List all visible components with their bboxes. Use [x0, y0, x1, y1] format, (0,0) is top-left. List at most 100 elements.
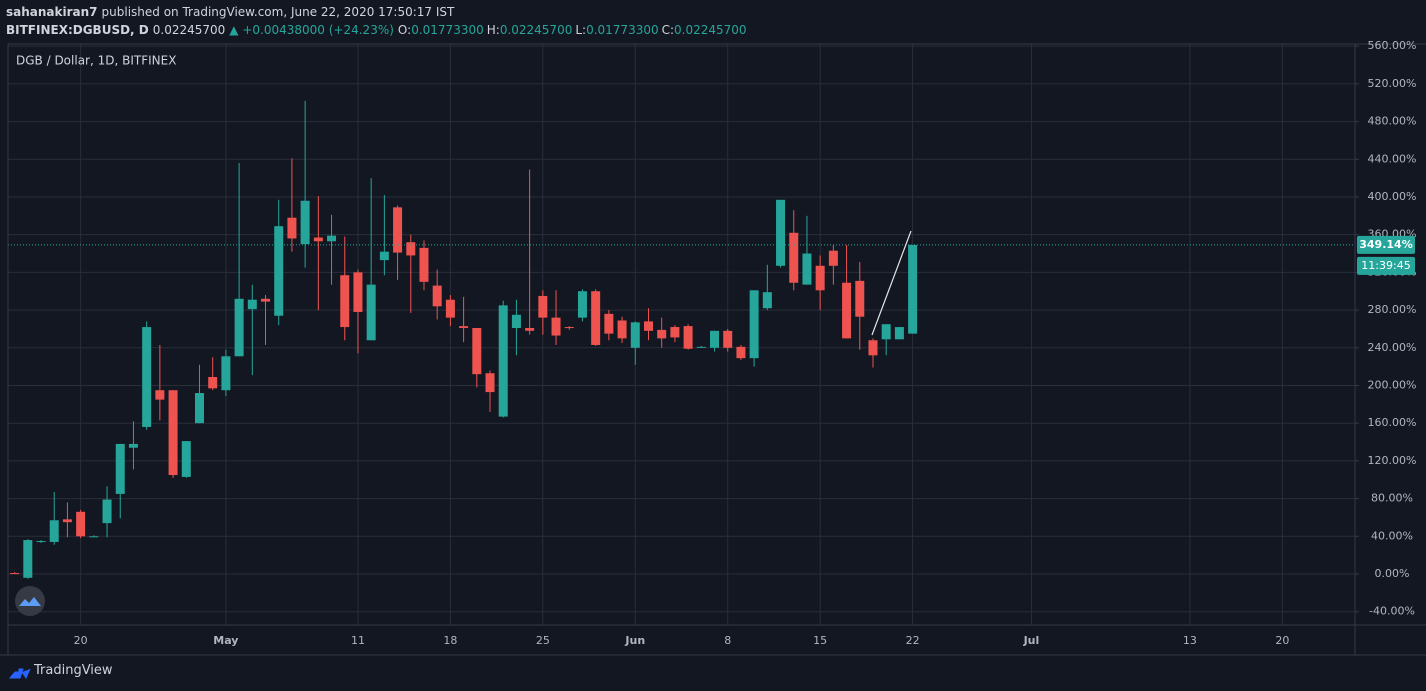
- candle-body: [564, 327, 574, 329]
- last-price-label: 349.14%: [1359, 238, 1412, 251]
- x-tick-label: 18: [443, 634, 457, 647]
- candle-body: [261, 298, 271, 302]
- ohlc-value: 0.01773300: [411, 23, 484, 37]
- candle-body: [776, 199, 786, 266]
- candle-body: [498, 305, 508, 417]
- candle-body: [89, 536, 99, 538]
- ohlc-value: 0.02245700: [674, 23, 747, 37]
- candle-body: [287, 217, 297, 239]
- x-tick-label: 22: [906, 634, 920, 647]
- y-tick-label: -40.00%: [1369, 605, 1415, 618]
- candle-body: [168, 390, 178, 476]
- last-price-tag: [1357, 235, 1415, 254]
- ohlc-label: O:: [397, 23, 412, 37]
- y-tick-label: 0.00%: [1375, 567, 1410, 580]
- chart-title: DGB / Dollar, 1D, BITFINEX: [16, 54, 176, 68]
- y-tick-label: 160.00%: [1368, 416, 1417, 429]
- candle-body: [842, 282, 852, 339]
- ohlc-label: H:: [486, 23, 500, 37]
- x-tick-label: 15: [813, 634, 827, 647]
- brand: TradingView: [34, 663, 113, 678]
- ohlc-value: 0.01773300: [586, 23, 659, 37]
- candle-body: [155, 390, 165, 400]
- candle-body: [300, 200, 310, 245]
- candle-body: [142, 327, 152, 427]
- ohlc: O: 0.01773300 H: 0.02245700 L: 0.01773300 C: 0.…: [398, 21, 750, 39]
- y-tick-label: 440.00%: [1368, 152, 1417, 165]
- symbol: BITFINEX:DGBUSD, D: [6, 23, 149, 37]
- candle-body: [102, 499, 112, 524]
- candle-body: [894, 327, 904, 340]
- y-tick-label: 400.00%: [1368, 190, 1417, 203]
- candle-body: [393, 207, 403, 253]
- ohlc-value: 0.02245700: [499, 23, 573, 37]
- candle-body: [908, 244, 918, 334]
- candle-body: [551, 317, 561, 336]
- x-tick-label: 8: [724, 634, 731, 647]
- candle-body: [419, 247, 429, 282]
- candle-body: [485, 373, 495, 393]
- change: ▲ +0.00438000 (+24.23%): [229, 23, 394, 37]
- candle-body: [577, 291, 587, 318]
- candle-body: [340, 275, 350, 328]
- y-tick-label: 120.00%: [1368, 454, 1417, 467]
- candle-body: [762, 292, 772, 309]
- x-tick-label: 20: [1275, 634, 1289, 647]
- candle-body: [115, 443, 125, 494]
- candle-body: [181, 441, 191, 477]
- candle-body: [247, 299, 257, 310]
- candle-body: [62, 519, 72, 523]
- candle-body: [49, 520, 59, 542]
- candle-body: [643, 321, 653, 331]
- candle-body: [459, 326, 469, 328]
- x-tick-label: Jun: [624, 634, 645, 647]
- y-tick-label: 560.00%: [1368, 39, 1417, 52]
- countdown-label: 11:39:45: [1361, 259, 1410, 272]
- candle-body: [604, 313, 614, 334]
- candle-body: [274, 226, 284, 316]
- ohlc-label: L:: [575, 23, 587, 37]
- countdown-tag: [1357, 256, 1415, 275]
- candle-body: [591, 291, 601, 345]
- y-tick-label: 280.00%: [1368, 303, 1417, 316]
- candle-body: [525, 327, 535, 331]
- candle-body: [327, 235, 337, 242]
- y-tick-label: 480.00%: [1368, 115, 1417, 128]
- x-tick-label: 11: [351, 634, 365, 647]
- plot: [8, 100, 1355, 579]
- footer-logo: [8, 668, 31, 680]
- candle-body: [23, 540, 33, 578]
- y-tick-label: 80.00%: [1371, 492, 1413, 505]
- candle-body: [710, 330, 720, 348]
- price: 0.02245700: [152, 23, 226, 37]
- candle-body: [617, 320, 627, 339]
- candle-body: [128, 443, 138, 448]
- candle-body: [366, 284, 376, 341]
- candle-body: [749, 290, 759, 359]
- candle-body: [10, 573, 20, 575]
- logo-icon: [19, 597, 41, 606]
- candle-body: [432, 285, 442, 307]
- candle-body: [828, 250, 838, 266]
- axis: -40.00% 0.00% 40.00% 80.00% 120.00% 160.00% 20…: [74, 39, 1417, 647]
- author: sahanakiran7: [6, 5, 98, 19]
- y-tick-label: 520.00%: [1368, 77, 1417, 90]
- candle-body: [511, 314, 521, 328]
- candle-body: [696, 346, 706, 348]
- candle-body: [208, 377, 218, 389]
- y-tick-label: 200.00%: [1368, 378, 1417, 391]
- candle-body: [406, 242, 416, 256]
- footer: TradingView: [34, 663, 113, 678]
- candle-body: [723, 330, 733, 348]
- candle-body: [379, 251, 389, 261]
- x-tick-label: 20: [74, 634, 88, 647]
- logo-badge: [15, 586, 45, 616]
- candle-body: [472, 327, 482, 375]
- x-tick-label: 25: [536, 634, 550, 647]
- candle-body: [868, 340, 878, 356]
- candle-body: [36, 541, 46, 543]
- header: sahanakiran7 published on TradingView.co…: [6, 3, 750, 39]
- ohlc-label: C:: [661, 23, 675, 37]
